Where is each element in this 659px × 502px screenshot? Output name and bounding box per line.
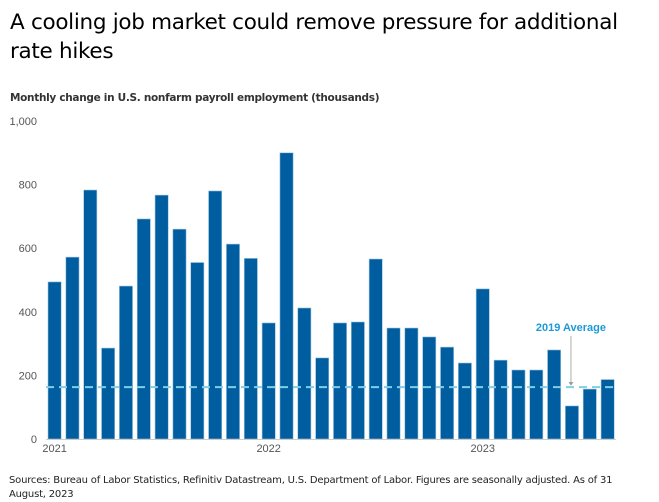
bar <box>101 347 116 440</box>
bar <box>83 189 98 440</box>
bar <box>565 405 579 440</box>
bar <box>243 258 258 440</box>
y-tick-label: 800 <box>19 180 37 192</box>
y-axis-ticks: 0 200 400 600 800 1,000 <box>9 116 37 446</box>
bar <box>386 327 401 440</box>
bar <box>404 327 419 440</box>
y-tick-label: 600 <box>19 243 37 255</box>
bar <box>333 322 347 440</box>
bar <box>297 307 312 440</box>
x-tick-label: 2021 <box>42 443 66 455</box>
y-tick-label: 200 <box>19 370 37 382</box>
chart-title: A cooling job market could remove pressu… <box>10 10 618 64</box>
bar <box>65 256 80 440</box>
bar <box>458 362 472 440</box>
x-tick-label: 2022 <box>256 443 280 455</box>
bar <box>172 228 187 440</box>
bar <box>279 152 294 440</box>
x-tick-label: 2023 <box>471 443 495 455</box>
bar <box>119 285 133 440</box>
chart-subtitle: Monthly change in U.S. nonfarm payroll e… <box>10 92 380 104</box>
annotation-label: 2019 Average <box>536 322 606 334</box>
bar-chart: 0 200 400 600 800 1,000 2021 2022 2023 2019 Ave… <box>9 116 616 455</box>
source-note: Sources: Bureau of Labor Statistics, Ref… <box>9 475 613 500</box>
bar <box>600 379 615 440</box>
bar <box>511 369 526 440</box>
bar <box>547 349 562 440</box>
x-axis-ticks: 2021 2022 2023 <box>42 443 495 455</box>
bar <box>493 359 508 440</box>
bar <box>226 243 240 440</box>
bar <box>368 258 383 440</box>
bar <box>529 369 544 440</box>
bar <box>475 288 490 440</box>
bar <box>315 357 330 440</box>
bar <box>261 322 276 440</box>
annotation-arrowhead <box>568 382 574 386</box>
bar <box>47 281 62 440</box>
bar <box>440 346 454 440</box>
bar <box>208 190 223 440</box>
bar <box>136 218 151 440</box>
bars <box>47 152 615 440</box>
y-tick-label: 0 <box>31 434 37 446</box>
y-tick-label: 400 <box>19 307 37 319</box>
bar <box>190 262 205 440</box>
bar <box>582 388 597 440</box>
bar <box>350 321 365 440</box>
bar <box>154 194 169 440</box>
y-tick-label: 1,000 <box>9 116 37 128</box>
